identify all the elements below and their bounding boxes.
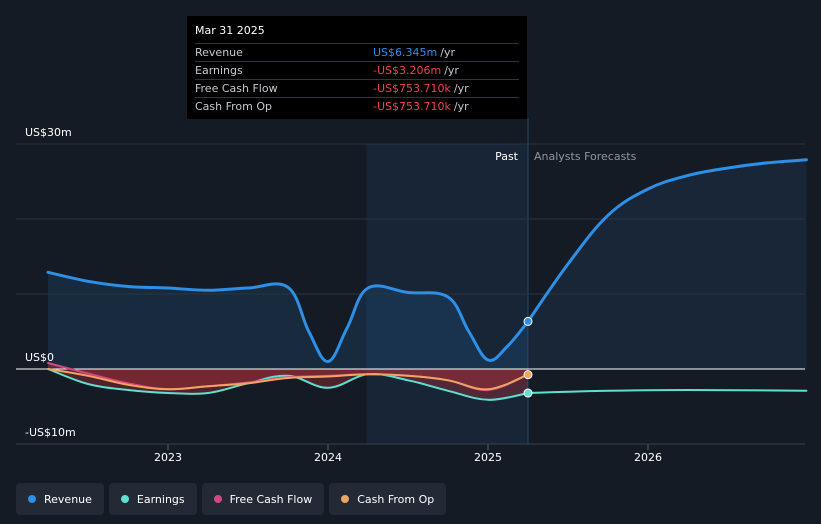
past-label: Past [495, 150, 519, 163]
x-tick-label: 2024 [314, 451, 342, 464]
tooltip-row-unit: /yr [453, 82, 469, 95]
tooltip-row-unit: /yr [453, 100, 469, 113]
legend-label: Free Cash Flow [229, 492, 313, 506]
legend-dot-icon [120, 495, 129, 503]
forecast-label: Analysts Forecasts [534, 150, 637, 163]
tooltip-row-value: US$6.345m [373, 46, 438, 59]
revenue-line [46, 270, 530, 363]
earnings-line [47, 368, 529, 401]
legend-label: Cash From Op [357, 492, 435, 506]
cash-from-op-line [47, 368, 529, 391]
tooltip-row-label: Free Cash Flow [195, 82, 278, 95]
tooltip-row-value: -US$753.710k [373, 82, 451, 95]
x-tick-label: 2023 [154, 451, 182, 464]
tooltip-row-value: -US$3.206m [373, 64, 442, 77]
tooltip: Mar 31 2025 Revenue US$6.345m/yr Earnings -… [187, 16, 527, 119]
x-tick-label: 2026 [634, 451, 662, 464]
y-tick-zero: US$0 [25, 351, 55, 364]
tooltip-row: Earnings -US$3.206m/yr [195, 61, 519, 79]
tooltip-date: Mar 31 2025 [195, 24, 265, 37]
x-tick-label: 2025 [474, 451, 502, 464]
earnings-forecast-line [527, 389, 808, 394]
tooltip-row-value: -US$753.710k [373, 100, 451, 113]
legend-dot-icon [341, 495, 350, 503]
tooltip-row: Revenue US$6.345m/yr [195, 43, 519, 61]
legend-label: Revenue [44, 492, 92, 506]
tooltip-row-label: Earnings [195, 64, 243, 77]
earnings-marker [523, 388, 533, 398]
legend-item[interactable]: Cash From Op [329, 483, 447, 515]
cash-from-op-marker [523, 370, 533, 380]
tooltip-row: Cash From Op -US$753.710k/yr [195, 97, 519, 115]
legend-dot-icon [28, 495, 36, 503]
legend-label: Earnings [136, 492, 185, 506]
legend-item[interactable]: Earnings [108, 483, 197, 515]
y-tick-bottom: -US$10m [25, 426, 76, 439]
tooltip-row-label: Revenue [195, 46, 243, 59]
y-tick-top: US$30m [25, 126, 72, 139]
revenue-marker [523, 316, 533, 326]
legend: Revenue Earnings Free Cash Flow Cash From O… [16, 483, 447, 515]
tooltip-row-label: Cash From Op [195, 100, 273, 113]
legend-item[interactable]: Revenue [16, 483, 104, 515]
tooltip-row: Free Cash Flow -US$753.710k/yr [195, 79, 519, 97]
legend-dot-icon [213, 495, 222, 503]
legend-item[interactable]: Free Cash Flow [201, 483, 325, 515]
revenue-area [48, 272, 528, 369]
tooltip-row-unit: /yr [440, 46, 455, 59]
revenue-forecast-line [526, 158, 808, 323]
revenue-forecast-area [528, 159, 807, 369]
tooltip-row-unit: /yr [444, 64, 459, 77]
